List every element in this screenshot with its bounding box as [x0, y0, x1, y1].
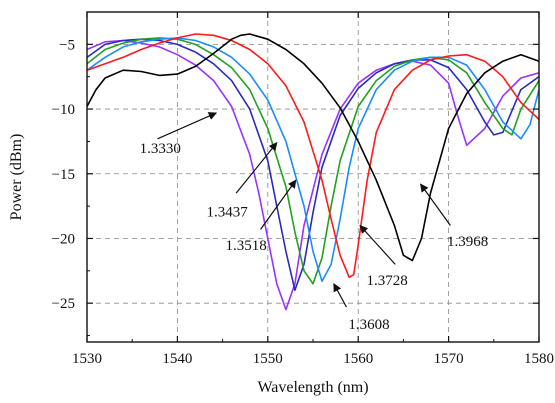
annotation-arrow-3 — [333, 283, 347, 308]
annotation-label-1: 1.3437 — [206, 204, 248, 220]
x-tick-label: 1560 — [343, 351, 373, 367]
x-tick-label: 1570 — [434, 351, 464, 367]
series-line-1.3437 — [87, 38, 539, 291]
x-tick-label: 1580 — [524, 351, 554, 367]
series-group — [87, 33, 539, 311]
annotation-arrow-5 — [420, 183, 451, 226]
axes-group: 1530 1540 1550 1560 1570 1580 −5 −10 −15 −20 −25 — [52, 11, 554, 367]
annotation-label-2: 1.3518 — [225, 238, 266, 254]
annotation-label-5: 1.3968 — [447, 234, 488, 250]
y-tick-label: −10 — [52, 102, 75, 118]
x-tick-label: 1540 — [162, 351, 192, 367]
annotation-arrow-0 — [157, 112, 218, 140]
annotation-label-3: 1.3608 — [348, 317, 389, 333]
y-tick-label: −5 — [59, 37, 75, 53]
y-axis-label: Power (dBm) — [8, 134, 25, 221]
y-tick-label: −15 — [52, 167, 75, 183]
y-tick-label: −25 — [52, 296, 75, 312]
x-tick-label: 1530 — [72, 351, 102, 367]
x-axis-label: Wavelength (nm) — [257, 379, 368, 396]
series-line-1.3968 — [87, 33, 539, 262]
annotation-arrow-2 — [260, 179, 297, 230]
annotation-group: 1.3330 1.3437 1.3518 1.3608 1.3728 1.3968 — [140, 112, 488, 333]
y-tick-label: −20 — [52, 231, 75, 247]
series-line-1.3728 — [87, 33, 539, 279]
annotation-label-0: 1.3330 — [140, 141, 181, 157]
x-tick-label: 1550 — [253, 351, 283, 367]
annotation-arrow-4 — [359, 224, 396, 265]
annotation-arrow-1 — [235, 142, 278, 194]
annotation-label-4: 1.3728 — [367, 273, 408, 289]
